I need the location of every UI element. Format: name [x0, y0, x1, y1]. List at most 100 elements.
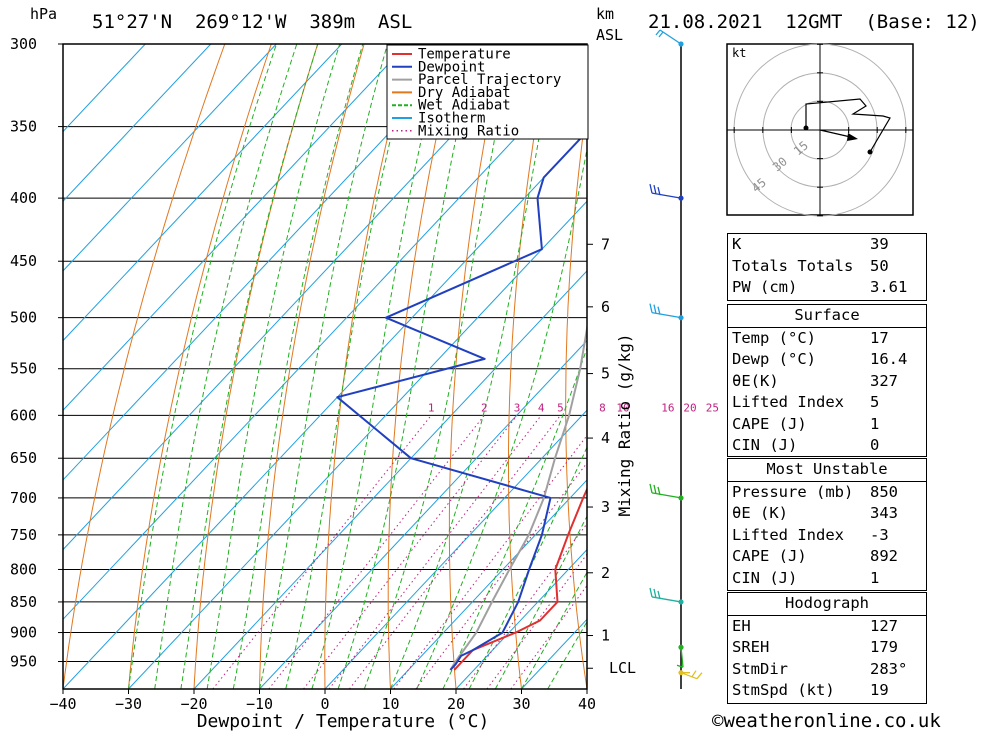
dry-adiabat	[921, 44, 1000, 689]
isotherm	[63, 44, 408, 412]
dry-adiabat	[193, 44, 319, 689]
wet-adiabat	[494, 515, 587, 689]
stat-label: θE (K)	[732, 504, 788, 522]
stat-row: CIN (J) 0	[728, 435, 926, 457]
mixing-ratio-line	[328, 415, 542, 689]
legend-label: Parcel Trajectory	[418, 72, 561, 88]
km-label: 4	[601, 429, 610, 447]
wet-adiabat	[206, 44, 341, 689]
stat-value: 327	[870, 371, 898, 390]
wind-barb	[680, 670, 703, 680]
units-hpa: hPa	[30, 5, 57, 23]
isotherm	[128, 200, 587, 689]
km-label: 6	[601, 298, 610, 316]
hodograph-unit: kt	[732, 46, 746, 60]
stat-label: CIN (J)	[732, 436, 798, 454]
stat-value: 17	[870, 328, 889, 347]
mixing-ratio-label: 4	[538, 401, 545, 414]
km-label: LCL	[609, 659, 636, 677]
km-label: 1	[601, 627, 610, 645]
stat-label: Totals Totals	[732, 256, 854, 275]
wet-adiabat	[154, 44, 298, 689]
wet-adiabat	[521, 571, 587, 689]
stat-value: 892	[870, 547, 898, 565]
barb-shaft	[649, 483, 682, 499]
wet-adiabat	[416, 146, 587, 689]
x-axis-label: Dewpoint / Temperature (°C)	[197, 711, 490, 732]
mixing-ratio-labels: 1 2 3 4 5 8 10 16 20 25	[428, 401, 719, 414]
dry-adiabat	[565, 102, 587, 689]
x-tick-label: 0	[320, 695, 329, 713]
chart-grid	[63, 44, 1000, 689]
stat-value: 19	[870, 681, 889, 699]
x-tick-label: 40	[578, 695, 596, 713]
stat-row: EH 127	[728, 614, 926, 638]
legend-label: Wet Adiabat	[418, 98, 511, 114]
barb-shaft	[649, 303, 682, 319]
stat-value: 283°	[870, 659, 908, 678]
hodograph-start-dot	[803, 125, 809, 131]
dry-adiabat	[63, 44, 226, 689]
mixing-ratio-line	[303, 415, 518, 689]
stat-value: 0	[870, 436, 880, 454]
x-tick-label: −20	[180, 695, 207, 713]
wet-adiabat	[390, 44, 558, 689]
isotherm	[324, 409, 587, 689]
stat-row: θE(K) 327	[728, 371, 926, 393]
x-tick-label: −30	[115, 695, 142, 713]
mixing-ratio-label: 3	[514, 401, 521, 414]
mixing-ratio-label: 5	[557, 401, 564, 414]
pressure-label: 600	[10, 406, 37, 424]
wet-adiabat	[259, 44, 388, 689]
footer-credit: ©weatheronline.co.uk	[712, 710, 941, 732]
stat-row: CIN (J) 1	[728, 568, 926, 590]
barb-shaft	[655, 29, 682, 45]
wind-barb	[655, 29, 682, 45]
stat-label: Pressure (mb)	[732, 482, 854, 501]
wind-profile	[649, 29, 703, 689]
legend-label: Isotherm	[418, 111, 485, 127]
stat-value: 850	[870, 482, 898, 501]
x-tick-label: 30	[512, 695, 530, 713]
mixing-ratio-label: 1	[428, 401, 435, 414]
stat-row: PW (cm) 3.61	[728, 277, 926, 299]
pressure-label: 950	[10, 653, 37, 671]
indices-table: K 39 Totals Totals 50 PW (cm) 3.61	[727, 233, 927, 301]
stat-row: Dewp (°C) 16.4	[728, 349, 926, 371]
dry-adiabat	[324, 44, 412, 689]
dry-adiabat	[387, 44, 458, 689]
stat-row: SREH 179	[728, 637, 926, 659]
stat-label: Lifted Index	[732, 393, 844, 411]
pressure-label: 500	[10, 309, 37, 327]
wind-barb	[649, 587, 682, 603]
pressure-label: 900	[10, 624, 37, 642]
chart-series	[336, 130, 587, 671]
mixing-ratio-line	[348, 415, 561, 689]
stat-value: 50	[870, 256, 889, 275]
stat-label: EH	[732, 616, 751, 635]
legend-label: Dry Adiabat	[418, 85, 511, 101]
stat-label: Temp (°C)	[732, 328, 816, 347]
surface-title: Surface	[794, 306, 860, 324]
mixing-ratio-line	[393, 434, 587, 689]
stat-label: Lifted Index	[732, 525, 844, 544]
stat-label: CAPE (J)	[732, 414, 807, 433]
x-tick-label: 10	[381, 695, 399, 713]
chart-axes: −40 −30 −20 −10 0 10 20 30 40 300 350 400 450 500 550 6…	[10, 35, 636, 713]
hodograph-trace	[805, 98, 891, 153]
km-label: 5	[601, 365, 610, 383]
stat-row: Lifted Index 5	[728, 392, 926, 414]
plot-frame	[62, 43, 588, 690]
wet-adiabat	[337, 44, 478, 689]
barb-shaft	[680, 670, 703, 680]
wet-adiabat	[128, 44, 277, 689]
mixing-ratio-label: 20	[683, 401, 696, 414]
legend-label: Mixing Ratio	[418, 123, 519, 139]
dry-adiabat	[968, 44, 1000, 689]
stat-label: PW (cm)	[732, 278, 798, 296]
stat-value: 1	[870, 568, 880, 587]
pressure-label: 400	[10, 189, 37, 207]
stat-label: CAPE (J)	[732, 547, 807, 565]
stat-row: Lifted Index -3	[728, 525, 926, 547]
